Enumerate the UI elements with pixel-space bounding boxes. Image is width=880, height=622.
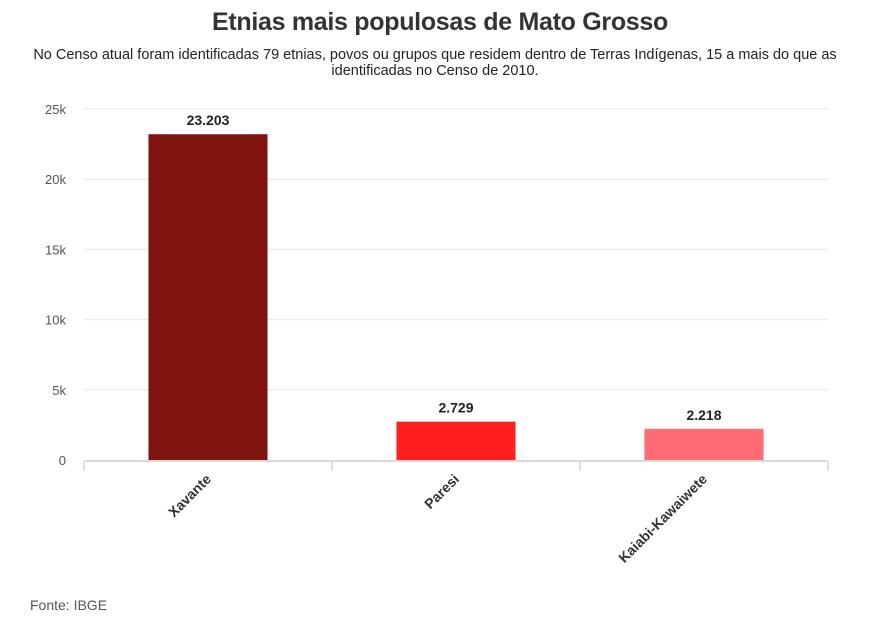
data-label: 2.729 — [438, 400, 473, 416]
bar-paresi — [396, 421, 516, 460]
y-tick-label: 0 — [59, 453, 66, 468]
x-tick-label: Xavante — [165, 471, 214, 520]
x-tick-label: Paresi — [421, 471, 462, 512]
data-label: 2.218 — [686, 407, 721, 423]
chart-subtitle: No Censo atual foram identificadas 79 et… — [33, 47, 837, 79]
y-tick-label: 20k — [45, 172, 66, 187]
y-tick-label: 5k — [52, 383, 66, 398]
y-tick-label: 15k — [45, 242, 66, 257]
y-tick-label: 10k — [45, 313, 66, 328]
x-tick-label: Kaiabi-Kawaiwete — [615, 471, 710, 566]
source-note: Fonte: IBGE — [30, 597, 108, 613]
data-label: 23.203 — [187, 112, 230, 128]
bar-kaiabi-kawaiwete — [644, 428, 764, 460]
bar-xavante — [148, 134, 268, 461]
chart-title: Etnias mais populosas de Mato Grosso — [212, 8, 668, 36]
y-tick-label: 25k — [45, 102, 66, 117]
